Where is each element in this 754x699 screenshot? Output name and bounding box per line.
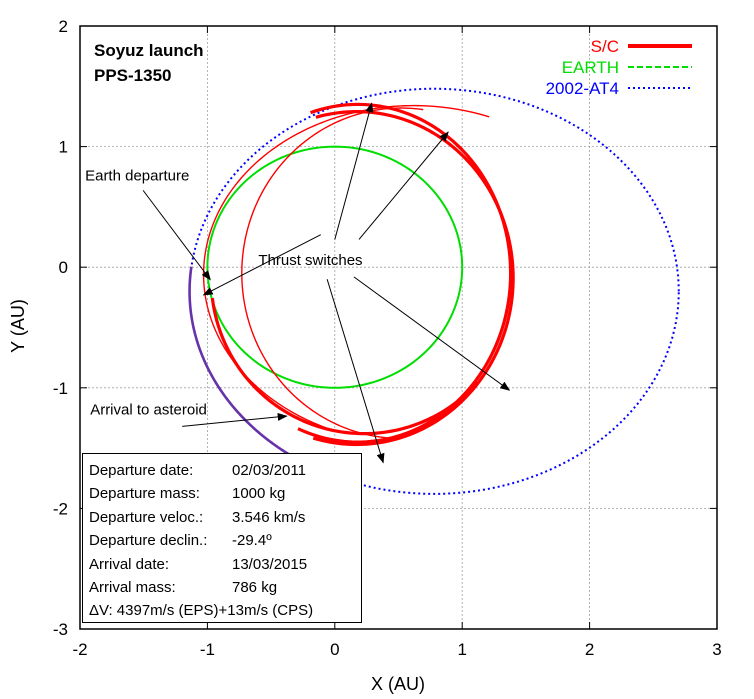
info-row-delta-v: ΔV: 4397m/s (EPS)+13m/s (CPS) — [89, 599, 355, 622]
sc-coast-arc — [241, 107, 424, 439]
y-axis-label: Y (AU) — [8, 299, 28, 353]
info-value: 13/03/2015 — [232, 555, 308, 573]
annotation-label: Arrival to asteroid — [90, 401, 207, 418]
annotation-arrow — [142, 190, 211, 281]
thrust-switch-arrow — [326, 279, 385, 464]
legend: S/C EARTH 2002-AT4 — [546, 37, 692, 98]
x-tick-label: 3 — [712, 640, 721, 659]
chart-title-line-1: Soyuz launch — [94, 41, 204, 60]
orbits — [188, 87, 680, 495]
sc-thrust-arc — [297, 102, 513, 444]
legend-label: EARTH — [562, 58, 619, 77]
info-row: Departure veloc.: 3.546 km/s — [89, 506, 355, 529]
plot-frame — [79, 25, 718, 630]
x-tick-label: 1 — [457, 640, 466, 659]
x-tick-label: -2 — [72, 640, 87, 659]
info-key: Arrival mass: — [89, 578, 176, 596]
mission-info-box: Departure date: 02/03/2011 Departure mass… — [82, 453, 362, 623]
info-value: -29.4º — [232, 532, 272, 550]
annotation-label: Earth departure — [85, 167, 189, 184]
sc-thrust-arc — [312, 110, 515, 447]
legend-label: S/C — [591, 37, 619, 56]
info-value: 3.546 km/s — [232, 508, 306, 526]
thrust-switch-arrow — [202, 234, 322, 296]
info-row: Departure declin.: -29.4º — [89, 529, 355, 552]
y-tick-label: 2 — [59, 17, 68, 36]
x-tick-label: -1 — [200, 640, 215, 659]
y-tick-label: 1 — [59, 138, 68, 157]
y-tick-label: -3 — [53, 620, 68, 639]
thrust-switch-arrow — [358, 131, 449, 240]
info-key: Arrival date: — [89, 555, 170, 573]
info-key: Departure mass: — [89, 485, 200, 503]
x-axis-label: X (AU) — [371, 674, 425, 694]
info-value: 786 kg — [232, 578, 278, 596]
earth-orbit — [206, 145, 464, 389]
info-row: Arrival mass: 786 kg — [89, 576, 355, 599]
thrust-switch-arrow — [334, 102, 374, 240]
info-delta-v: ΔV: 4397m/s (EPS)+13m/s (CPS) — [89, 602, 314, 620]
x-tick-label: 0 — [330, 640, 339, 659]
thrust-switch-arrow — [353, 276, 511, 391]
grid — [80, 26, 717, 629]
y-tick-label: -1 — [53, 379, 68, 398]
info-value: 1000 kg — [232, 485, 286, 503]
info-value: 02/03/2011 — [232, 462, 306, 479]
sc-thrust-arc — [210, 297, 479, 436]
chart-title-line-2: PPS-1350 — [94, 66, 172, 85]
y-tick-label: 0 — [59, 258, 68, 277]
annotation-arrow — [182, 412, 288, 427]
asteroid-arrival-arc — [188, 266, 306, 465]
info-key: Departure veloc.: — [89, 508, 204, 526]
legend-label: 2002-AT4 — [546, 79, 619, 98]
info-row: Arrival date: 13/03/2015 — [89, 553, 355, 576]
y-tick-label: -2 — [53, 499, 68, 518]
x-tick-label: 2 — [585, 640, 594, 659]
asteroid-orbit — [188, 87, 680, 495]
info-row: Departure date: 02/03/2011 — [89, 459, 355, 482]
info-key: Departure declin.: — [89, 532, 208, 550]
annotations: Earth departure Thrust switches Arrival to… — [85, 102, 511, 464]
info-key: Departure date: — [89, 462, 194, 479]
info-row: Departure mass: 1000 kg — [89, 482, 355, 505]
annotation-label: Thrust switches — [258, 252, 362, 269]
